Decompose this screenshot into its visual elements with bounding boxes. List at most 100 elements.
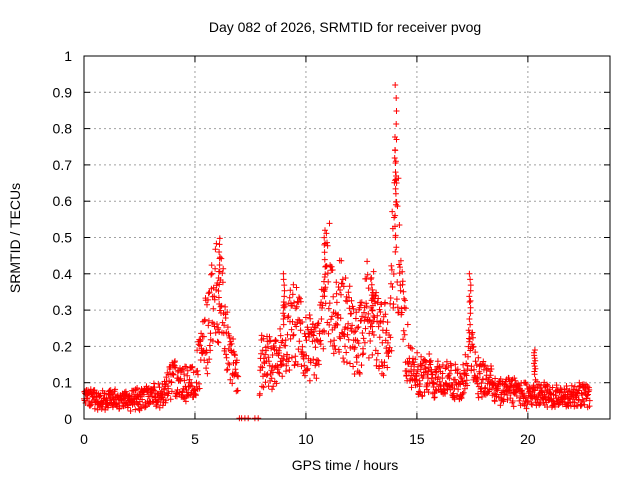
data-point xyxy=(397,264,403,271)
data-point xyxy=(388,266,395,273)
data-point xyxy=(170,371,177,378)
data-point xyxy=(177,375,184,382)
data-point xyxy=(310,356,317,363)
data-point xyxy=(369,323,376,330)
data-point xyxy=(348,310,355,317)
data-point xyxy=(436,363,443,370)
x-axis-label: GPS time / hours xyxy=(292,457,399,473)
data-point xyxy=(134,385,141,391)
data-point xyxy=(346,283,353,290)
data-point xyxy=(411,361,418,368)
data-point xyxy=(384,319,391,326)
data-point xyxy=(220,265,227,272)
data-point xyxy=(382,311,389,318)
data-point xyxy=(352,328,359,335)
data-point xyxy=(531,360,537,367)
data-point xyxy=(345,289,352,296)
data-point xyxy=(370,313,377,319)
data-point xyxy=(286,367,293,373)
data-point xyxy=(351,329,357,336)
x-tick-label: 15 xyxy=(409,431,425,447)
x-tick-label: 10 xyxy=(298,431,314,447)
data-point xyxy=(280,321,287,328)
data-point xyxy=(465,353,471,360)
data-point xyxy=(232,369,239,376)
data-point xyxy=(344,331,351,338)
y-axis-ticks: 0 0.1 0.2 0.3 0.4 0.5 0.6 0.7 0.8 0.9 1 xyxy=(53,48,610,427)
data-point xyxy=(368,274,375,281)
data-point xyxy=(319,302,326,309)
data-point xyxy=(205,322,212,329)
data-point xyxy=(225,360,232,367)
data-point xyxy=(205,317,212,324)
y-tick-label: 0.8 xyxy=(53,121,73,137)
data-point xyxy=(376,363,383,370)
data-point xyxy=(212,265,219,272)
data-point xyxy=(345,320,352,327)
data-point xyxy=(280,310,287,317)
y-tick-label: 0.6 xyxy=(53,193,73,209)
data-point xyxy=(313,375,320,382)
data-point xyxy=(318,299,325,306)
data-point xyxy=(330,350,337,357)
data-point xyxy=(328,316,334,323)
data-point xyxy=(416,377,423,384)
data-point xyxy=(205,290,212,297)
data-point xyxy=(477,388,484,395)
data-point xyxy=(414,349,421,356)
data-point xyxy=(290,281,297,288)
data-point xyxy=(212,246,219,253)
data-point xyxy=(408,384,415,391)
data-point xyxy=(482,384,489,391)
data-point xyxy=(213,240,220,247)
data-point xyxy=(304,365,311,372)
data-point xyxy=(544,382,551,389)
data-point xyxy=(265,358,272,365)
data-point xyxy=(338,291,344,298)
data-point xyxy=(96,393,103,399)
data-point xyxy=(196,385,203,392)
data-point xyxy=(233,357,240,364)
data-point xyxy=(216,281,223,288)
data-point xyxy=(214,321,220,328)
data-point xyxy=(491,398,498,405)
data-point xyxy=(192,392,199,399)
data-point xyxy=(401,331,408,338)
data-point xyxy=(379,339,386,346)
data-point xyxy=(531,347,538,353)
data-point xyxy=(472,358,479,365)
data-point xyxy=(586,397,593,404)
data-point xyxy=(513,393,520,399)
data-point xyxy=(285,358,292,365)
data-point xyxy=(393,173,400,179)
data-point xyxy=(392,190,399,197)
data-point xyxy=(373,289,380,296)
data-point xyxy=(354,324,361,331)
data-point xyxy=(285,313,292,320)
data-point xyxy=(311,371,318,378)
data-point xyxy=(141,391,147,398)
data-point xyxy=(315,320,322,327)
data-point xyxy=(304,324,311,331)
data-point xyxy=(467,276,474,283)
data-point xyxy=(215,275,222,281)
data-point xyxy=(466,316,473,322)
data-point xyxy=(351,344,358,351)
data-point xyxy=(349,322,356,329)
data-point xyxy=(476,370,483,377)
data-point xyxy=(538,388,545,395)
data-point xyxy=(482,362,489,369)
data-point xyxy=(578,402,585,409)
data-point xyxy=(467,304,474,311)
data-point xyxy=(417,366,424,373)
data-point xyxy=(303,352,310,359)
data-point xyxy=(290,332,297,339)
data-point xyxy=(292,353,299,360)
data-point xyxy=(393,296,400,303)
data-point xyxy=(446,370,453,377)
data-point xyxy=(235,373,242,380)
data-point xyxy=(368,281,375,288)
data-point xyxy=(481,385,488,392)
data-point xyxy=(318,316,325,322)
data-point xyxy=(382,299,389,306)
